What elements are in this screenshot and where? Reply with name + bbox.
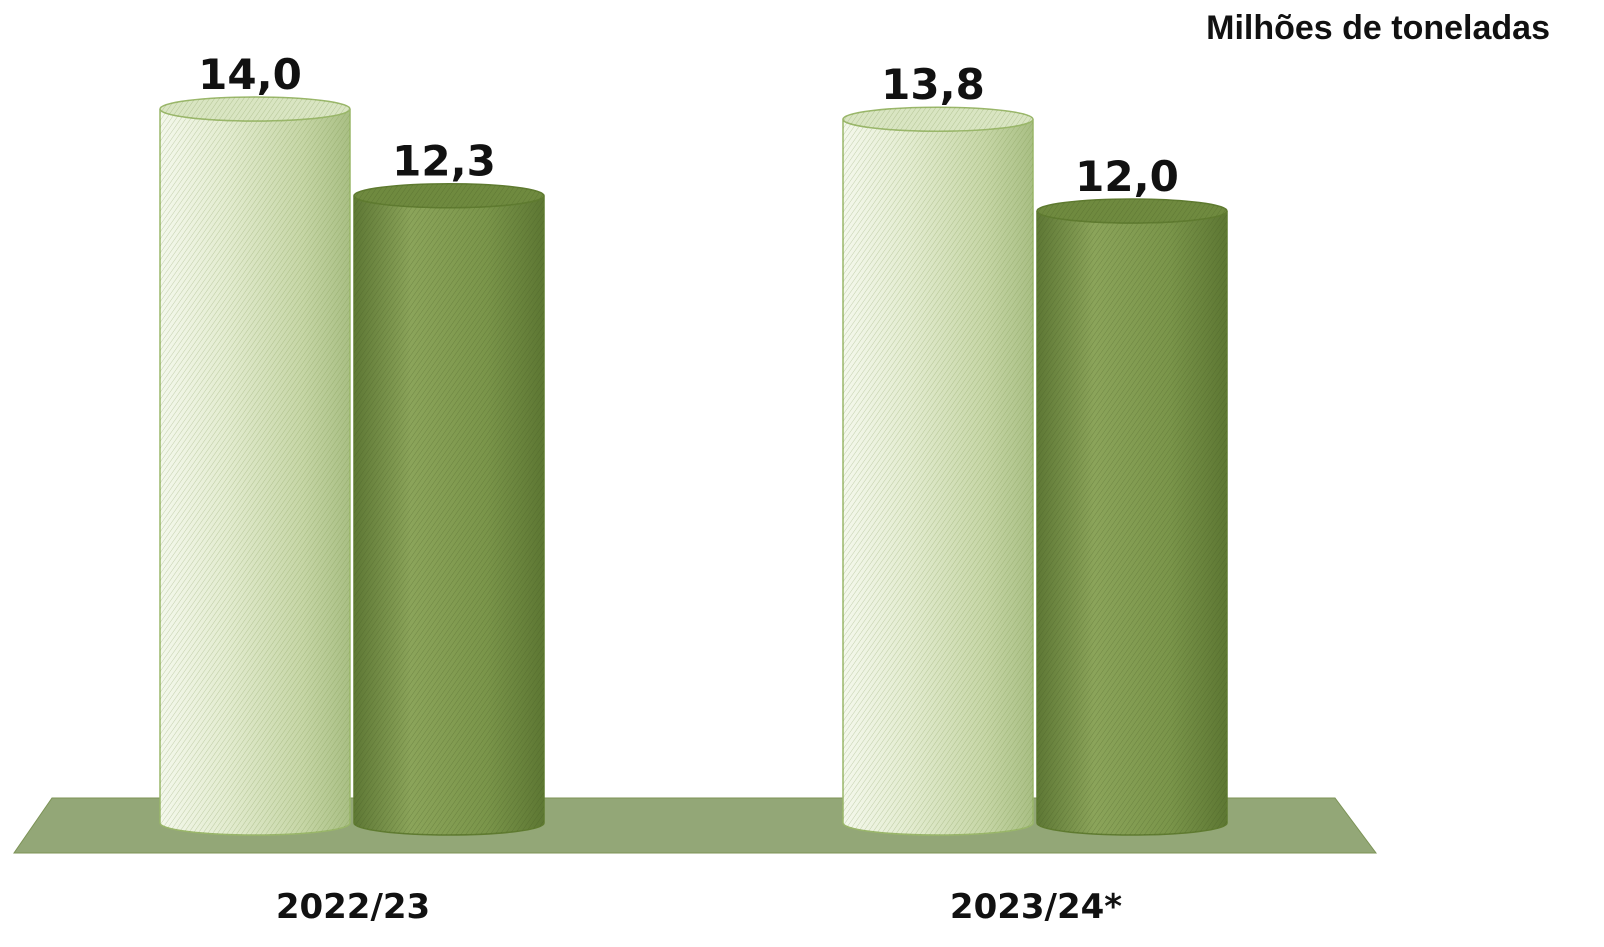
data-label: 12,3 (392, 137, 496, 186)
bar-top-texture (160, 97, 350, 121)
category-label: 2023/24* (950, 887, 1122, 927)
bar-top-texture (354, 183, 544, 208)
bar-dark-202324 (1036, 198, 1228, 836)
data-label: 12,0 (1075, 152, 1179, 201)
bar-light-202324 (842, 106, 1034, 836)
bar-light-202223 (159, 96, 351, 836)
unit-label: Milhões de toneladas (1206, 9, 1550, 47)
bar-dark-202223 (353, 182, 545, 836)
bar-texture (843, 119, 1033, 835)
bar-top-texture (843, 107, 1033, 132)
data-label: 14,0 (198, 50, 302, 99)
bar-texture (160, 109, 350, 835)
bar-top-texture (1037, 199, 1227, 223)
bar-texture (1037, 211, 1227, 835)
category-label: 2022/23 (276, 887, 430, 927)
data-label: 13,8 (881, 60, 985, 109)
bar-texture (354, 195, 544, 835)
